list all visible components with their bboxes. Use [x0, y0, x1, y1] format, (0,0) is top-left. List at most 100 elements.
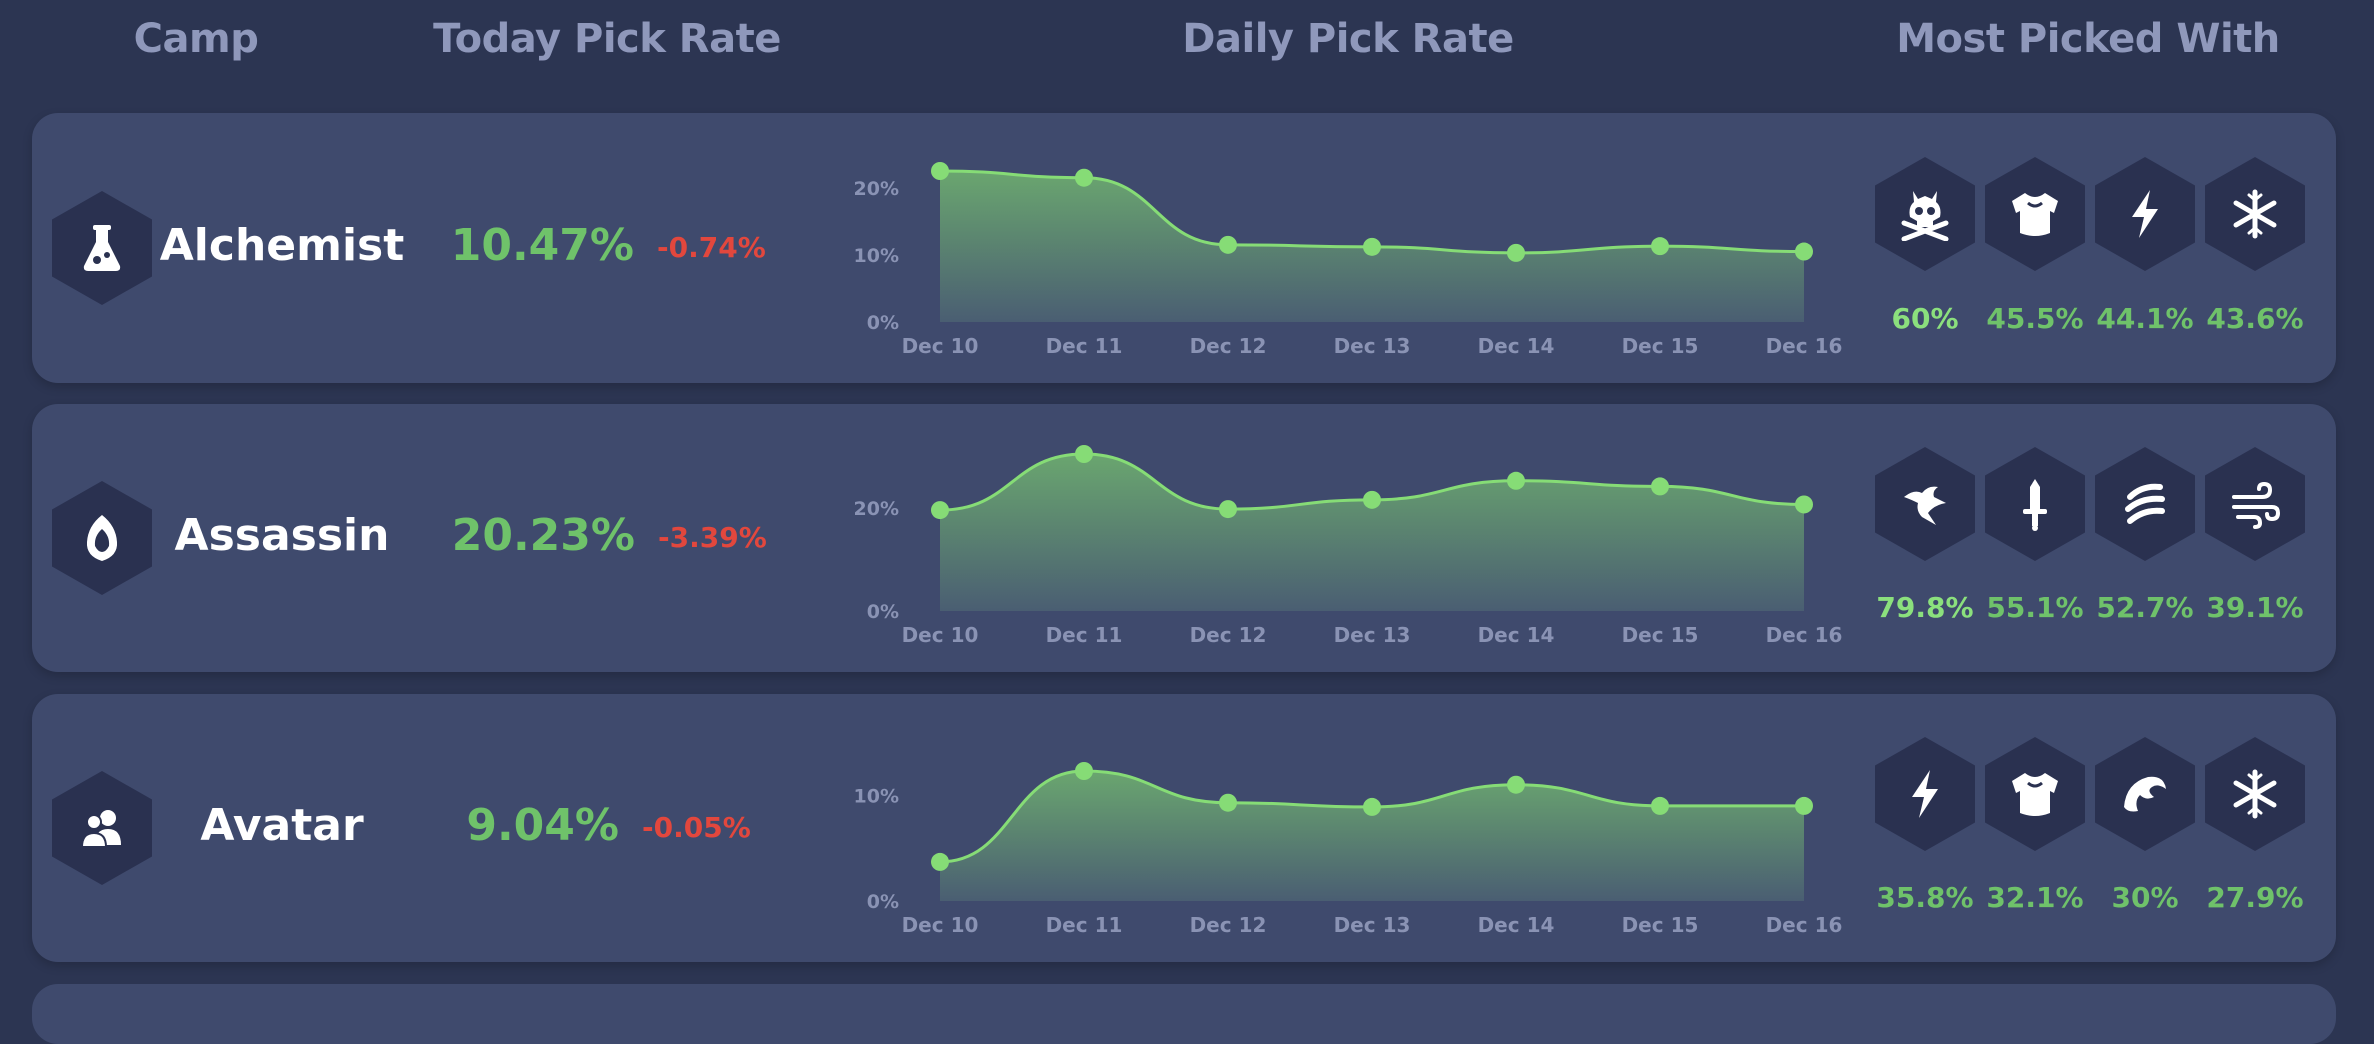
daily-pick-rate-chart: Dec 10 Dec 11 Dec 12 Dec 13 Dec 14 Dec 15 Dec … — [854, 162, 1843, 358]
y-tick-label: 0% — [867, 891, 899, 913]
x-tick-label: Dec 12 — [1190, 913, 1267, 937]
x-tick-label: Dec 16 — [1766, 623, 1843, 647]
picked-with-hex[interactable] — [2095, 447, 2195, 561]
wind-icon — [2232, 481, 2281, 529]
chart-point[interactable] — [1651, 237, 1669, 256]
chart-point[interactable] — [1507, 775, 1525, 794]
y-tick-label: 0% — [867, 601, 899, 623]
chart-area — [940, 454, 1804, 611]
daily-pick-rate-chart: Dec 10 Dec 11 Dec 12 Dec 13 Dec 14 Dec 15 Dec … — [854, 445, 1843, 647]
users-icon — [80, 810, 121, 848]
chart-point[interactable] — [931, 162, 949, 180]
x-tick-label: Dec 16 — [1766, 334, 1843, 358]
picked-with-hex[interactable] — [2205, 737, 2305, 851]
chart-point[interactable] — [1363, 797, 1381, 816]
hood-icon — [86, 515, 118, 561]
lightning-icon — [1912, 770, 1938, 818]
chart-point[interactable] — [1075, 168, 1093, 187]
x-tick-label: Dec 10 — [902, 623, 979, 647]
y-tick-label: 20% — [854, 178, 899, 200]
column-header-most-picked-with[interactable]: Most Picked With — [1896, 16, 2280, 62]
wave-icon — [2124, 776, 2166, 812]
chart-point[interactable] — [1075, 762, 1093, 780]
snowflake-icon — [2233, 189, 2277, 239]
picked-with-rate: 60% — [1891, 302, 1959, 335]
camp-row-alchemist[interactable]: Alchemist 10.47% -0.74% Dec 10 Dec 11 Dec … — [32, 113, 2336, 383]
picked-with-rate: 43.6% — [2206, 302, 2304, 335]
picked-with-hex[interactable] — [2095, 737, 2195, 851]
x-tick-label: Dec 16 — [1766, 913, 1843, 937]
picked-with-rate: 30% — [2111, 881, 2179, 914]
x-tick-label: Dec 14 — [1478, 623, 1555, 647]
picked-with-hex[interactable] — [2205, 157, 2305, 271]
chart-point[interactable] — [1075, 445, 1093, 463]
x-tick-label: Dec 13 — [1334, 623, 1411, 647]
x-tick-label: Dec 14 — [1478, 334, 1555, 358]
x-tick-label: Dec 15 — [1622, 334, 1699, 358]
chart-point[interactable] — [1219, 235, 1237, 254]
chart-point[interactable] — [1507, 243, 1525, 262]
chart-area — [940, 171, 1804, 322]
picked-with-hex[interactable] — [2095, 157, 2195, 271]
chart-point[interactable] — [1363, 237, 1381, 256]
chart-point[interactable] — [1363, 490, 1381, 509]
chart-point[interactable] — [1507, 471, 1525, 490]
armor-icon — [2012, 193, 2058, 236]
daily-pick-rate-chart: Dec 10 Dec 11 Dec 12 Dec 13 Dec 14 Dec 15 Dec … — [854, 762, 1843, 937]
chart-point[interactable] — [931, 852, 949, 871]
pick-rate-change: -0.74% — [657, 231, 766, 264]
picked-with-hex[interactable] — [2205, 447, 2305, 561]
y-tick-label: 10% — [854, 785, 899, 807]
snowflake-icon — [2233, 769, 2277, 819]
camp-name: Alchemist — [159, 220, 405, 271]
chart-point[interactable] — [1795, 242, 1813, 261]
x-tick-label: Dec 11 — [1046, 334, 1123, 358]
picked-with-rate: 55.1% — [1986, 591, 2084, 624]
x-tick-label: Dec 10 — [902, 913, 979, 937]
chart-point[interactable] — [1219, 793, 1237, 812]
camp-name: Avatar — [200, 800, 364, 851]
claw-icon — [2125, 483, 2165, 524]
chart-point[interactable] — [931, 501, 949, 520]
skull-icon — [1901, 191, 1949, 241]
y-tick-label: 20% — [854, 498, 899, 520]
column-header-camp[interactable]: Camp — [133, 16, 259, 62]
pick-rate-change: -0.05% — [642, 811, 751, 844]
x-tick-label: Dec 12 — [1190, 334, 1267, 358]
camp-name: Assassin — [174, 510, 390, 561]
x-tick-label: Dec 13 — [1334, 913, 1411, 937]
chart-point[interactable] — [1795, 796, 1813, 815]
picked-with-rate: 27.9% — [2206, 881, 2304, 914]
camp-row-avatar[interactable]: Avatar 9.04% -0.05% Dec 10 Dec 11 Dec 12 De… — [32, 694, 2336, 962]
chart-point[interactable] — [1219, 500, 1237, 519]
dash-icon — [1904, 486, 1946, 525]
flask-icon — [83, 225, 121, 271]
chart-area — [940, 771, 1804, 901]
chart-point[interactable] — [1651, 796, 1669, 815]
x-tick-label: Dec 13 — [1334, 334, 1411, 358]
pick-rate-change: -3.39% — [658, 521, 767, 554]
table-header: Camp Today Pick Rate Daily Pick Rate Mos… — [0, 0, 2374, 110]
today-pick-rate: 9.04% — [466, 800, 619, 851]
chart-point[interactable] — [1795, 495, 1813, 514]
column-header-today-pick-rate[interactable]: Today Pick Rate — [433, 16, 781, 62]
picked-with-rate: 35.8% — [1876, 881, 1974, 914]
y-tick-label: 10% — [854, 245, 899, 267]
camp-row-next[interactable] — [32, 984, 2336, 1044]
x-tick-label: Dec 12 — [1190, 623, 1267, 647]
x-tick-label: Dec 15 — [1622, 623, 1699, 647]
chart-point[interactable] — [1651, 477, 1669, 496]
x-tick-label: Dec 11 — [1046, 913, 1123, 937]
camp-row-assassin[interactable]: Assassin 20.23% -3.39% Dec 10 Dec 11 Dec 1… — [32, 404, 2336, 672]
x-tick-label: Dec 14 — [1478, 913, 1555, 937]
sword-icon — [2023, 479, 2047, 531]
x-tick-label: Dec 11 — [1046, 623, 1123, 647]
today-pick-rate: 20.23% — [451, 510, 635, 561]
y-tick-label: 0% — [867, 312, 899, 334]
armor-icon — [2012, 773, 2058, 816]
picked-with-rate: 44.1% — [2096, 302, 2194, 335]
picked-with-rate: 52.7% — [2096, 591, 2194, 624]
column-header-daily-pick-rate[interactable]: Daily Pick Rate — [1182, 16, 1514, 62]
picked-with-rate: 45.5% — [1986, 302, 2084, 335]
picked-with-rate: 79.8% — [1876, 591, 1974, 624]
